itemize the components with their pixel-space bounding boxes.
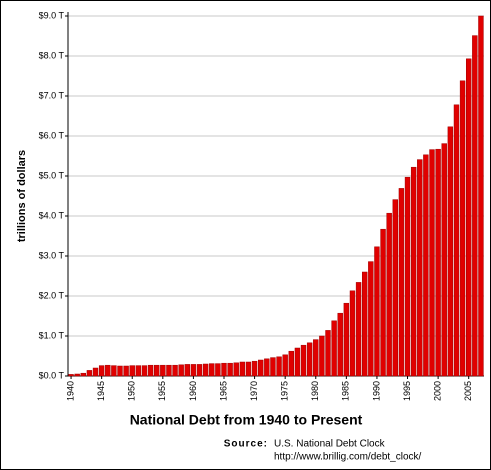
bar [453,104,460,377]
bar [319,335,325,377]
y-tick-label: $1.0 T [39,330,65,340]
bar [129,365,135,377]
bar [300,344,307,377]
bar [447,126,454,377]
bar [306,342,313,377]
bar [251,360,258,377]
bar [459,80,466,377]
bar [380,228,386,377]
x-tick-label: 1940 [65,381,75,401]
bar [472,35,478,377]
x-tick-label: 2000 [432,381,442,401]
x-tick-label: 1995 [402,381,412,401]
bar [135,365,142,377]
bar [417,159,423,377]
bar [215,363,221,377]
bar [184,364,190,377]
x-tick-label: 1960 [188,381,198,401]
source-url: http://www.brillig.com/debt_clock/ [274,452,422,463]
bar [123,365,129,377]
bar [202,363,209,377]
bar [386,212,392,377]
bar [466,58,472,377]
bar [141,365,148,377]
bar [98,365,105,377]
bar [337,312,343,377]
y-tick-label: $2.0 T [39,290,65,300]
bar [362,271,368,377]
bar [423,154,429,377]
y-tick-label: $7.0 T [39,90,65,100]
bar [264,358,270,377]
bar [80,372,86,377]
bar [117,365,123,377]
bar [111,365,117,377]
x-tick-label: 1945 [96,381,106,401]
bar [172,364,178,377]
x-tick-label: 1975 [280,381,290,401]
y-tick-label: $9.0 T [39,10,65,20]
bar [270,357,276,377]
bar [74,373,80,377]
bar [245,361,252,377]
bar [410,166,417,377]
y-tick-label: $5.0 T [39,170,65,180]
bar [374,246,380,377]
bar [154,364,160,377]
x-tick-label: 1955 [157,381,167,401]
bar [313,339,319,377]
bar [276,356,282,377]
y-tick-label: $0.0 T [39,370,65,380]
bar [294,347,301,377]
bar [92,367,99,377]
bar [178,364,184,377]
y-tick-label: $6.0 T [39,130,65,140]
y-tick-label: $4.0 T [39,210,65,220]
bar [105,364,111,377]
bar [221,362,227,377]
x-tick-label: 1990 [371,381,381,401]
bar [190,364,197,377]
x-tick-label: 1980 [310,381,320,401]
bar [239,361,246,377]
bar [258,359,264,377]
bar [404,176,411,377]
bar [282,354,288,377]
bar [441,143,447,377]
y-axis-title: trillions of dollars [16,150,28,242]
x-tick-label: 2005 [463,381,473,401]
bar [86,370,93,377]
bar [166,364,172,377]
source-label: Source: [224,439,268,450]
chart-title: National Debt from 1940 to Present [130,412,363,428]
bar [435,148,441,377]
x-tick-label: 1970 [249,381,259,401]
bar [147,364,154,377]
bar [196,364,203,377]
bar [398,188,405,377]
bar [355,282,362,377]
bar [325,330,331,377]
bar [227,362,233,377]
bar [233,362,239,377]
x-tick-label: 1950 [127,381,137,401]
bar [392,199,398,377]
y-tick-label: $8.0 T [39,50,65,60]
bar [349,290,356,377]
bar [209,363,215,377]
bar [288,350,294,377]
bar [160,364,166,377]
bar [429,149,435,377]
y-tick-label: $3.0 T [39,250,65,260]
bar [331,320,337,377]
bar [368,261,374,377]
bar [68,374,74,377]
bar [343,302,350,377]
x-tick-label: 1985 [341,381,351,401]
x-tick-label: 1965 [218,381,228,401]
source-name: U.S. National Debt Clock [274,439,386,450]
bar [478,15,484,377]
